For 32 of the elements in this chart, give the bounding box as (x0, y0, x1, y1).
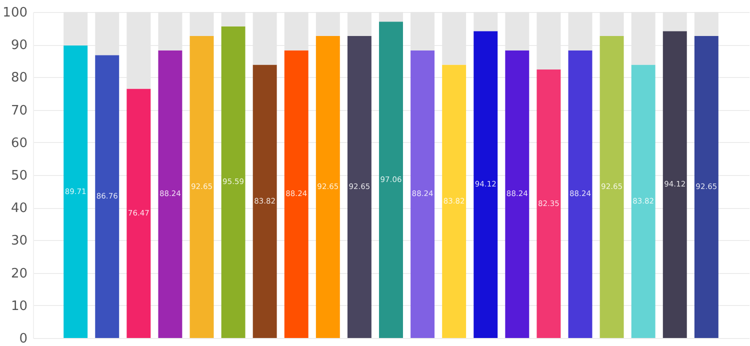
y-tick-label: 80 (10, 70, 28, 86)
y-tick-label: 30 (10, 234, 28, 249)
bar (536, 70, 561, 338)
y-tick-label: 20 (10, 266, 28, 282)
bar (190, 36, 214, 338)
bar (505, 50, 530, 338)
bar (252, 64, 277, 338)
y-tick-label: 40 (10, 201, 28, 216)
bar (600, 36, 624, 338)
y-tick-label: 50 (10, 168, 28, 184)
bar (442, 64, 466, 338)
bar (316, 36, 340, 338)
y-tick-label: 100 (2, 6, 28, 20)
bar (474, 31, 498, 338)
bar (158, 50, 182, 338)
y-tick-label: 70 (10, 103, 28, 118)
y-tick-label: 60 (10, 136, 28, 151)
y-tick-label: 0 (19, 332, 28, 346)
y-tick-label: 10 (10, 298, 28, 314)
bar (64, 46, 88, 338)
bar (221, 26, 246, 338)
bar (410, 50, 435, 338)
bar (347, 36, 372, 338)
bar (694, 36, 718, 338)
bar (126, 88, 151, 338)
y-tick-label: 90 (10, 38, 28, 54)
bar (95, 55, 120, 338)
bar (662, 31, 687, 338)
bar (631, 64, 656, 338)
bar (568, 50, 592, 338)
bar (284, 50, 308, 338)
bar (379, 22, 403, 338)
